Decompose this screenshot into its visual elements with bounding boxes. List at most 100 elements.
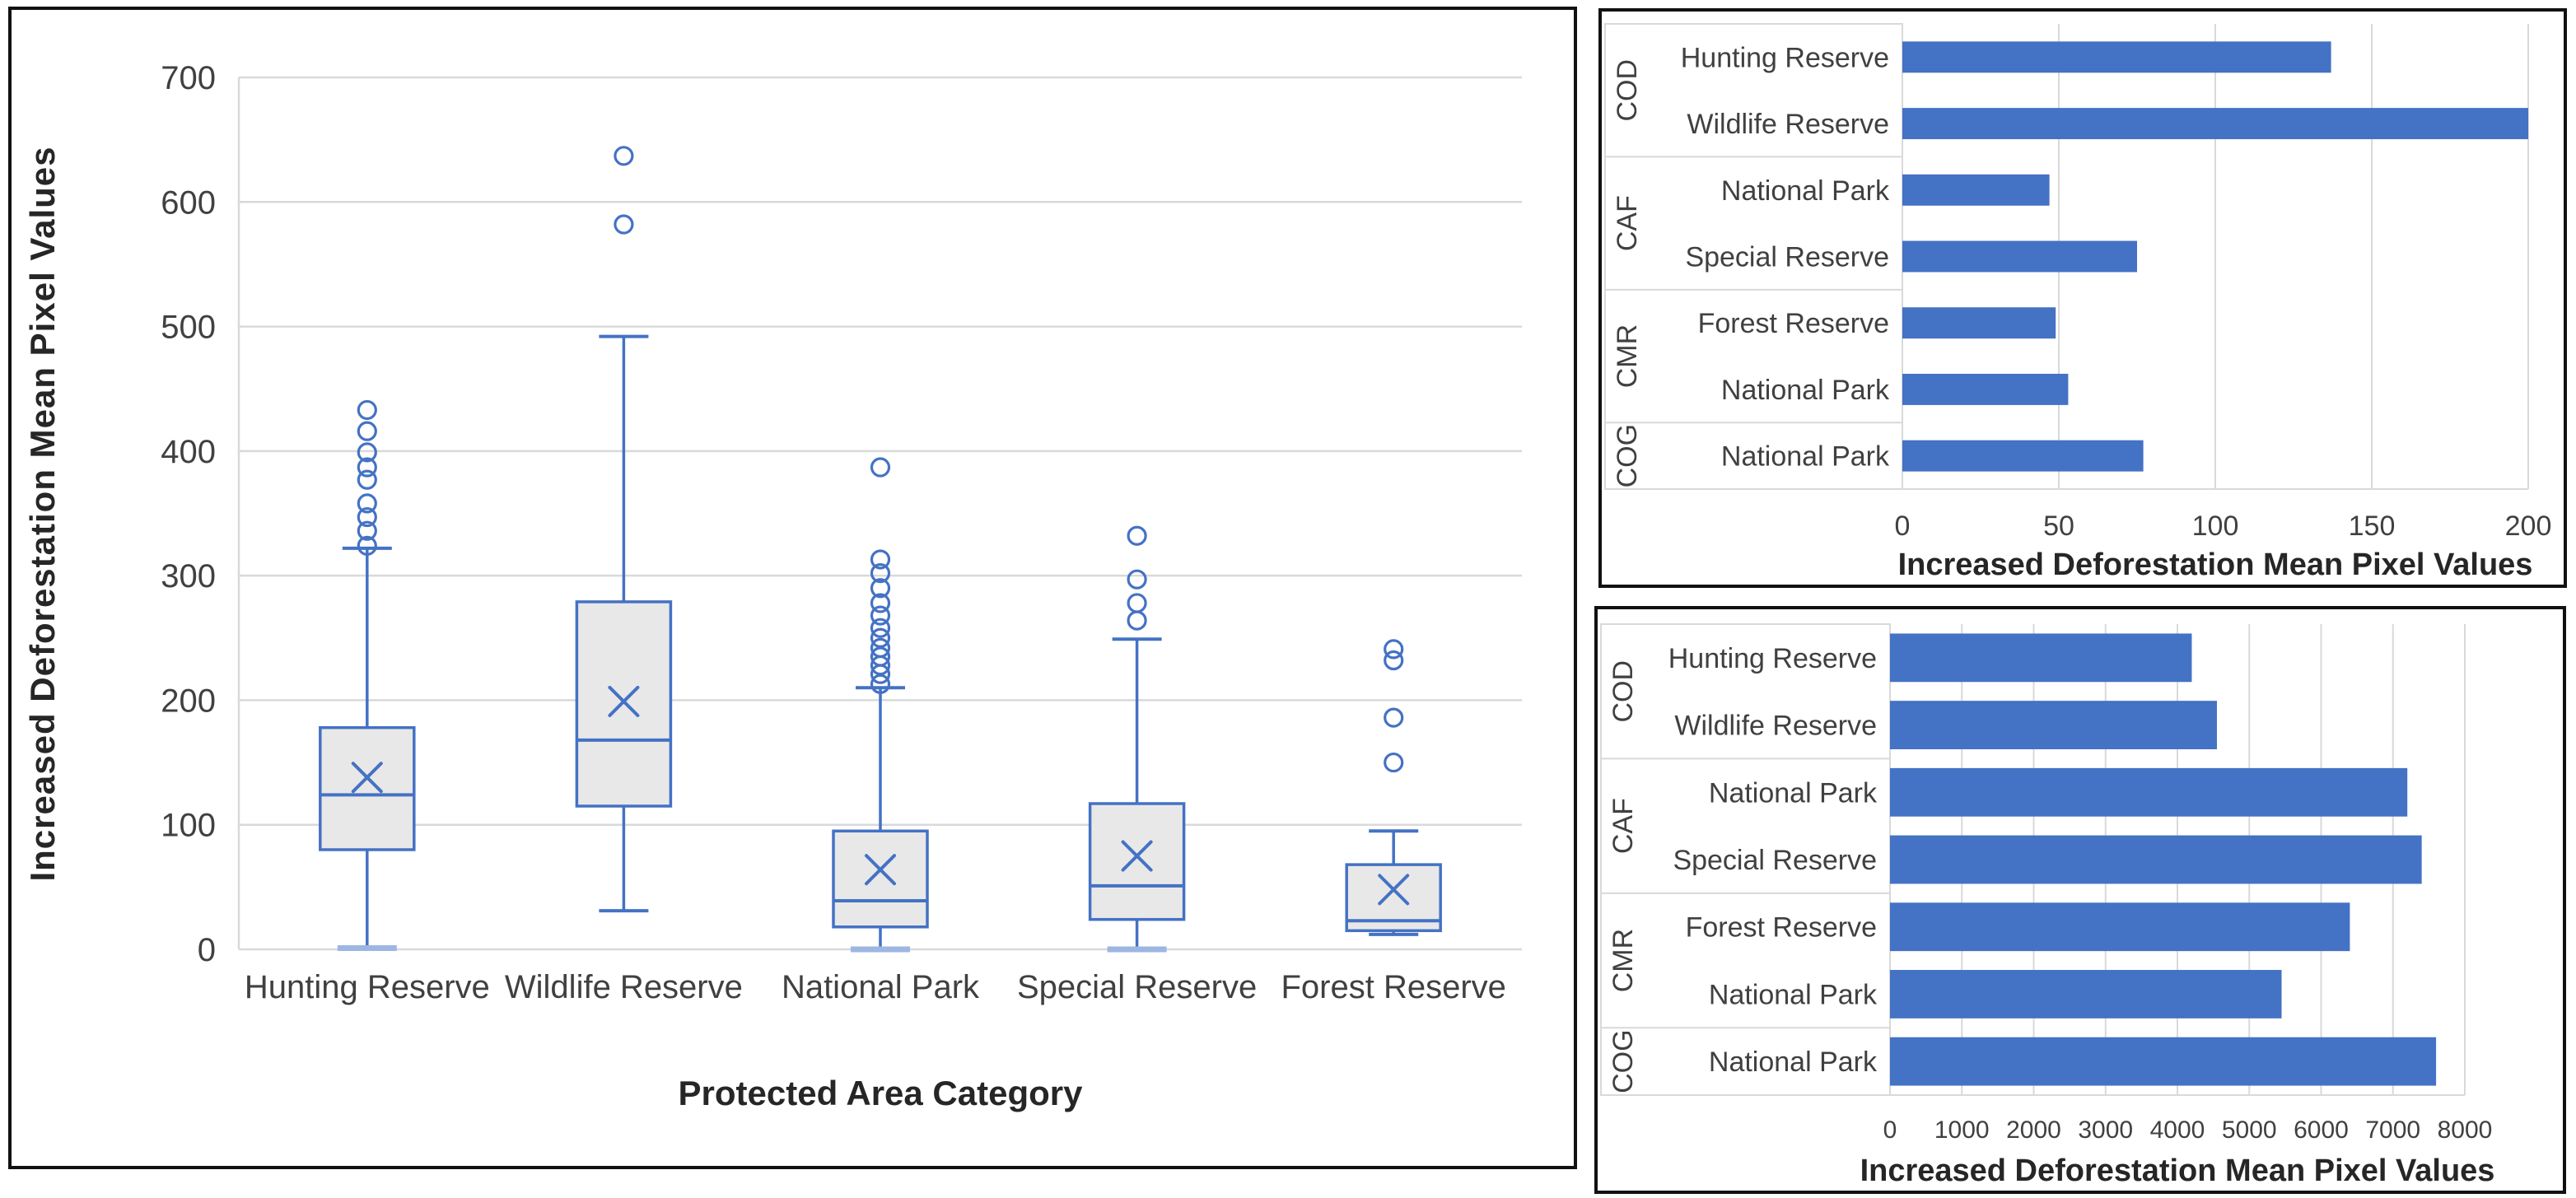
outlier-circle xyxy=(870,646,891,667)
y-tick-label: 700 xyxy=(161,60,216,96)
outlier-circle xyxy=(357,442,377,463)
category-label: National Park xyxy=(1709,777,1878,809)
x-tick-label: 6000 xyxy=(2294,1116,2349,1144)
boxplot-plot-layer: 0 100 200 300 400 500 600 700 Hunting Reserve Wil… xyxy=(161,60,1522,1005)
y-tick-label: 200 xyxy=(161,683,216,719)
outlier-circle xyxy=(870,637,891,658)
outlier-circle xyxy=(870,549,891,570)
category-label: Wildlife Reserve xyxy=(1687,109,1889,140)
y-tick-label: 600 xyxy=(161,184,216,221)
y-tick-label: 100 xyxy=(161,808,216,844)
category-label: Special Reserve xyxy=(1673,845,1877,876)
outlier-circle xyxy=(1127,610,1147,631)
bar xyxy=(1890,767,2408,817)
bar xyxy=(1902,240,2137,273)
outlier-circle xyxy=(357,535,377,556)
group-label: CAF xyxy=(1608,798,1639,854)
x-tick-label: 8000 xyxy=(2438,1116,2493,1144)
bar-chart-totals-panel: 0 1000 2000 3000 4000 5000 6000 7000 8000 COD Hunt… xyxy=(1594,606,2566,1194)
x-tick-label: 100 xyxy=(2192,510,2239,542)
outlier-circle xyxy=(357,493,377,514)
box xyxy=(832,829,929,929)
bar xyxy=(1890,970,2282,1019)
bar-chart-by-category-panel: 0 50 100 150 200 COD Hunting Reserve Wildlife R… xyxy=(1598,8,2567,588)
y-axis-title: Increased Deforestation Mean Pixel Value… xyxy=(23,146,62,881)
category-label: Forest Reserve xyxy=(1281,969,1505,1005)
category-label: National Park xyxy=(1721,175,1890,207)
box xyxy=(1088,802,1186,921)
x-tick-label: 0 xyxy=(1895,510,1911,542)
bar xyxy=(1890,835,2422,884)
category-label: Hunting Reserve xyxy=(245,969,490,1005)
bar xyxy=(1902,41,2331,73)
x-tick-label: 1000 xyxy=(1934,1116,1990,1144)
box xyxy=(319,725,416,851)
x-tick-label: 200 xyxy=(2505,510,2552,542)
x-tick-label: 5000 xyxy=(2222,1116,2277,1144)
outlier-circle xyxy=(357,469,377,490)
mean-marker xyxy=(351,762,383,794)
outlier-circle xyxy=(357,399,377,421)
mean-marker xyxy=(608,685,640,717)
outlier-circle xyxy=(357,520,377,541)
x-axis-title: Increased Deforestation Mean Pixel Value… xyxy=(1860,1154,2495,1188)
x-tick-label: 4000 xyxy=(2150,1116,2205,1144)
box xyxy=(575,600,673,808)
outlier-circle xyxy=(870,457,891,478)
category-label: Wildlife Reserve xyxy=(1674,711,1877,742)
outlier-circle xyxy=(870,627,891,648)
bar xyxy=(1902,174,2050,206)
boxplot-chart: Increased Deforestation Mean Pixel Value… xyxy=(23,60,1522,1112)
bar-bottom-plot-layer: 0 1000 2000 3000 4000 5000 6000 7000 8000 COD Hunt… xyxy=(1600,623,2493,1144)
outlier-circle xyxy=(1384,650,1404,671)
category-label: Forest Reserve xyxy=(1686,912,1877,944)
x-tick-label: 50 xyxy=(2043,510,2074,542)
mean-marker xyxy=(1121,840,1153,872)
outlier-circle xyxy=(1127,593,1147,613)
outlier-circle xyxy=(1127,525,1147,546)
x-tick-label: 0 xyxy=(1883,1116,1897,1144)
x-axis-title: Protected Area Category xyxy=(679,1074,1084,1112)
x-tick-label: 2000 xyxy=(2006,1116,2061,1144)
group-label: COG xyxy=(1608,1029,1639,1093)
outlier-circle xyxy=(357,457,377,478)
boxplot-panel: Increased Deforestation Mean Pixel Value… xyxy=(8,7,1577,1169)
outlier-circle xyxy=(614,146,634,166)
mean-marker xyxy=(1378,874,1410,906)
bar xyxy=(1902,440,2144,472)
category-label: National Park xyxy=(1721,375,1890,406)
bar xyxy=(1890,701,2217,749)
bar-top-plot-layer: 0 50 100 150 200 COD Hunting Reserve Wildlife R… xyxy=(1604,23,2552,542)
outlier-circle xyxy=(870,563,891,584)
bar xyxy=(1890,633,2192,683)
category-label: National Park xyxy=(1721,441,1890,473)
group-label: CAF xyxy=(1612,195,1643,251)
outlier-circle xyxy=(357,421,377,441)
x-tick-label: 3000 xyxy=(2078,1116,2133,1144)
category-label: Hunting Reserve xyxy=(1668,643,1877,674)
group-label: COD xyxy=(1612,59,1643,122)
x-tick-label: 150 xyxy=(2349,510,2396,542)
category-label: Special Reserve xyxy=(1685,242,1889,273)
category-label: National Park xyxy=(1709,979,1878,1010)
bar-chart-totals: 0 1000 2000 3000 4000 5000 6000 7000 8000 COD Hunt… xyxy=(1600,623,2495,1188)
outlier-circle xyxy=(870,593,891,613)
group-label: COD xyxy=(1608,660,1639,723)
bar xyxy=(1890,1037,2437,1086)
bar xyxy=(1902,108,2528,140)
outlier-circle xyxy=(870,605,891,626)
x-tick-label: 7000 xyxy=(2365,1116,2420,1144)
category-label: Special Reserve xyxy=(1017,969,1257,1005)
category-label: National Park xyxy=(782,969,980,1005)
mean-marker xyxy=(865,854,896,886)
outlier-circle xyxy=(870,578,891,599)
y-tick-label: 300 xyxy=(161,558,216,594)
x-axis-title: Increased Deforestation Mean Pixel Value… xyxy=(1898,548,2533,582)
outlier-circle xyxy=(1384,752,1404,773)
outlier-circle xyxy=(614,214,634,235)
outlier-circle xyxy=(1127,569,1147,590)
outlier-circle xyxy=(357,506,377,528)
bar xyxy=(1902,307,2056,339)
category-label: Forest Reserve xyxy=(1698,308,1889,339)
